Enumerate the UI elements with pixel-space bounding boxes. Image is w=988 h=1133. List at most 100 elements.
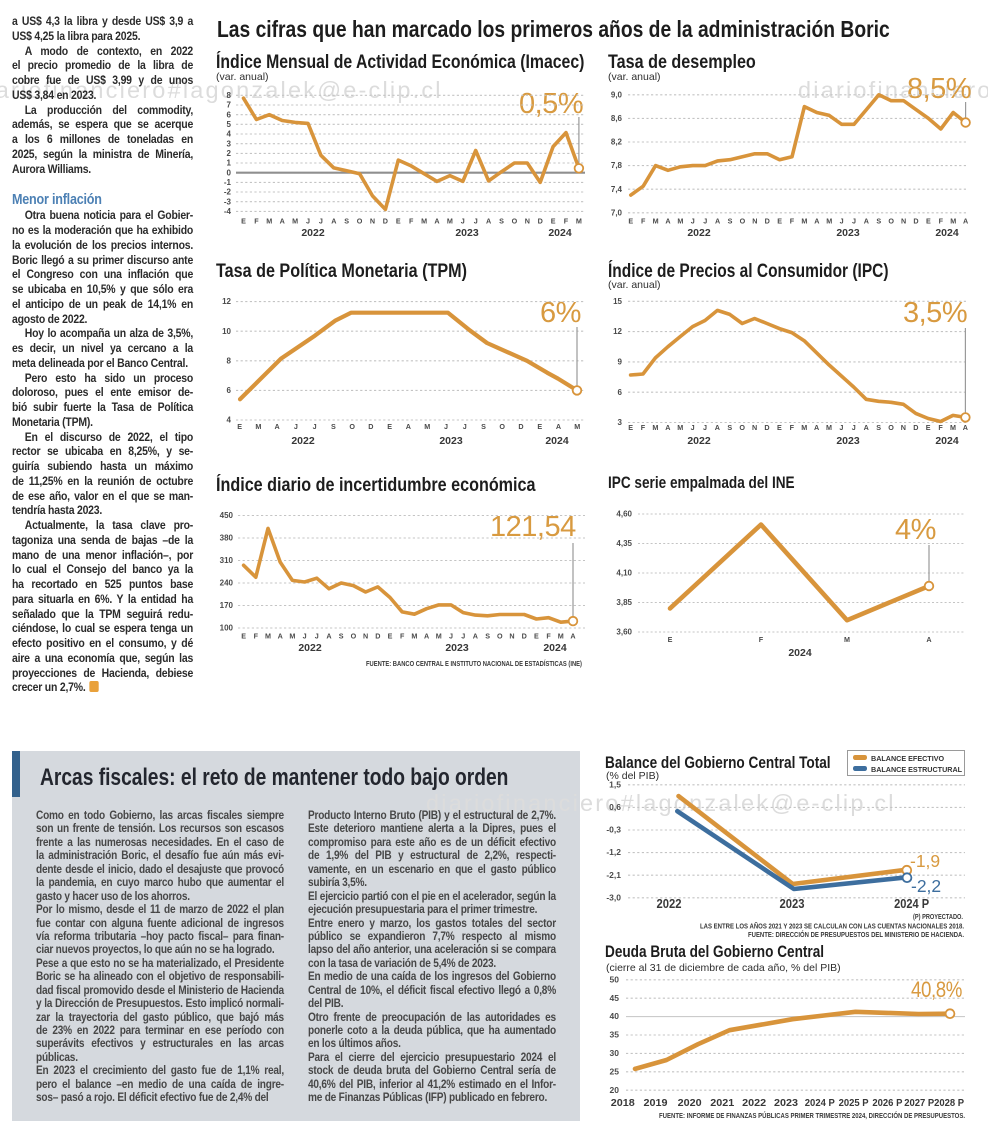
- svg-text:A: A: [473, 632, 478, 641]
- svg-text:M: M: [653, 217, 659, 226]
- svg-text:E: E: [777, 423, 782, 432]
- svg-text:D: D: [538, 217, 543, 226]
- svg-text:E: E: [534, 632, 539, 641]
- svg-text:O: O: [740, 217, 746, 226]
- svg-text:M: M: [826, 217, 832, 226]
- svg-text:2024: 2024: [788, 647, 812, 659]
- svg-text:450: 450: [220, 511, 234, 520]
- svg-text:1,5: 1,5: [609, 779, 621, 789]
- svg-text:J: J: [474, 217, 478, 226]
- svg-text:4: 4: [227, 416, 232, 425]
- svg-text:A: A: [556, 422, 561, 431]
- svg-text:25: 25: [610, 1066, 620, 1076]
- svg-text:7: 7: [227, 101, 232, 110]
- svg-text:J: J: [313, 422, 317, 431]
- svg-text:-2: -2: [224, 188, 232, 197]
- svg-text:J: J: [463, 422, 467, 431]
- svg-text:2023: 2023: [439, 435, 463, 447]
- svg-text:O: O: [349, 422, 355, 431]
- svg-text:A: A: [864, 217, 869, 226]
- svg-text:M: M: [424, 422, 430, 431]
- svg-text:F: F: [409, 217, 414, 226]
- svg-text:4: 4: [227, 130, 232, 139]
- svg-text:J: J: [461, 632, 465, 641]
- svg-text:J: J: [839, 423, 843, 432]
- svg-text:O: O: [499, 422, 505, 431]
- svg-text:3: 3: [618, 418, 623, 427]
- svg-text:M: M: [826, 423, 832, 432]
- svg-text:F: F: [790, 217, 795, 226]
- svg-text:J: J: [691, 423, 695, 432]
- svg-text:S: S: [481, 422, 486, 431]
- svg-text:E: E: [241, 217, 246, 226]
- svg-text:J: J: [703, 423, 707, 432]
- svg-text:2019: 2019: [644, 1097, 668, 1109]
- svg-text:A: A: [864, 423, 869, 432]
- svg-text:M: M: [447, 217, 453, 226]
- svg-text:2022: 2022: [742, 1097, 766, 1109]
- svg-text:A: A: [406, 422, 411, 431]
- svg-text:A: A: [963, 423, 968, 432]
- svg-text:3,85: 3,85: [616, 598, 632, 607]
- svg-text:D: D: [375, 632, 380, 641]
- svg-text:35: 35: [610, 1030, 620, 1040]
- svg-text:O: O: [888, 423, 894, 432]
- svg-text:N: N: [752, 217, 757, 226]
- svg-text:2021: 2021: [710, 1097, 734, 1109]
- svg-text:M: M: [289, 632, 295, 641]
- svg-text:E: E: [237, 422, 242, 431]
- svg-text:2022: 2022: [687, 227, 711, 239]
- svg-text:F: F: [759, 635, 764, 644]
- svg-text:O: O: [497, 632, 503, 641]
- svg-text:A: A: [665, 423, 670, 432]
- svg-text:A: A: [424, 632, 429, 641]
- svg-text:2023: 2023: [455, 227, 479, 239]
- svg-text:-3,0: -3,0: [606, 892, 621, 902]
- svg-text:D: D: [368, 422, 373, 431]
- svg-text:7,0: 7,0: [611, 208, 623, 217]
- svg-text:A: A: [814, 217, 819, 226]
- svg-text:50: 50: [610, 974, 620, 984]
- svg-text:A: A: [715, 423, 720, 432]
- svg-text:3: 3: [227, 139, 232, 148]
- svg-text:2023: 2023: [445, 642, 469, 654]
- svg-text:4,10: 4,10: [616, 569, 632, 578]
- svg-text:M: M: [576, 217, 582, 226]
- svg-text:O: O: [888, 217, 894, 226]
- svg-text:S: S: [485, 632, 490, 641]
- svg-text:6: 6: [618, 388, 623, 397]
- svg-text:M: M: [255, 422, 261, 431]
- svg-text:S: S: [499, 217, 504, 226]
- svg-text:M: M: [265, 632, 271, 641]
- svg-text:A: A: [486, 217, 491, 226]
- svg-text:A: A: [278, 632, 283, 641]
- svg-text:M: M: [677, 217, 683, 226]
- svg-text:M: M: [421, 217, 427, 226]
- svg-text:2026 P: 2026 P: [872, 1097, 902, 1109]
- svg-text:9: 9: [618, 358, 623, 367]
- svg-text:1: 1: [227, 159, 232, 168]
- svg-text:A: A: [331, 217, 336, 226]
- svg-text:2025 P: 2025 P: [839, 1097, 869, 1109]
- svg-text:45: 45: [610, 993, 620, 1003]
- svg-text:M: M: [436, 632, 442, 641]
- svg-text:30: 30: [610, 1048, 620, 1058]
- svg-text:E: E: [926, 423, 931, 432]
- svg-text:M: M: [950, 217, 956, 226]
- svg-text:E: E: [396, 217, 401, 226]
- svg-text:S: S: [876, 423, 881, 432]
- svg-text:2: 2: [227, 149, 232, 158]
- svg-text:M: M: [558, 632, 564, 641]
- svg-text:E: E: [387, 422, 392, 431]
- svg-text:D: D: [518, 422, 523, 431]
- svg-text:7,8: 7,8: [611, 161, 623, 170]
- svg-text:6: 6: [227, 386, 232, 395]
- svg-text:2024: 2024: [545, 435, 569, 447]
- svg-text:M: M: [844, 635, 850, 644]
- svg-text:8: 8: [227, 91, 232, 100]
- svg-text:J: J: [852, 217, 856, 226]
- svg-text:D: D: [765, 217, 770, 226]
- svg-text:F: F: [254, 632, 259, 641]
- svg-text:A: A: [326, 632, 331, 641]
- svg-text:LAS ENTRE LOS AÑOS 2021 Y 2023: LAS ENTRE LOS AÑOS 2021 Y 2023 SE CALCUL…: [700, 922, 964, 931]
